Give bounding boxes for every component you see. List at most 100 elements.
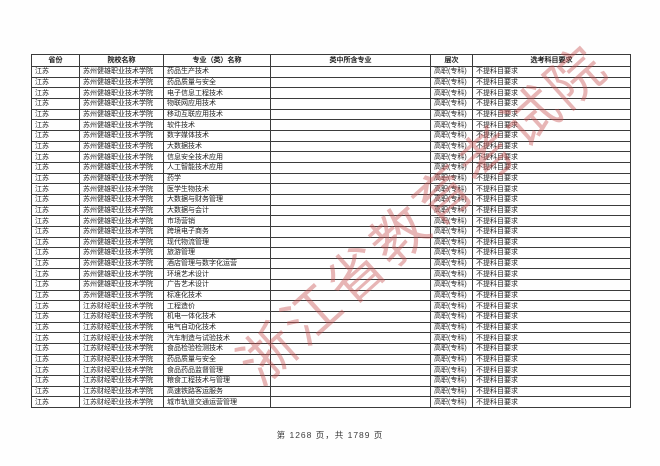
cell-level: 高职(专科)	[430, 172, 473, 185]
cell-province: 江苏	[31, 300, 80, 313]
cell-level: 高职(专科)	[430, 140, 473, 153]
cell-major: 城市轨道交通运营管理	[163, 396, 271, 408]
table-row: 江苏 苏州健雄职业技术学院 现代物流管理 高职(专科) 不提科目要求	[31, 236, 631, 249]
cell-college: 苏州健雄职业技术学院	[79, 119, 164, 131]
cell-province: 江苏	[31, 343, 80, 355]
table-row: 江苏 江苏财经职业技术学院 高速铁路客运服务 高职(专科) 不提科目要求	[31, 385, 631, 398]
cell-subject-requirement: 不提科目要求	[472, 76, 631, 89]
cell-province: 江苏	[31, 183, 80, 195]
cell-major: 食品检验检测技术	[163, 343, 271, 355]
cell-subject-requirement: 不提科目要求	[472, 247, 631, 259]
majors-table: 省份 院校名称 专业（类）名称 类中所含专业 层次 选考科目要求 江苏 苏州健雄职…	[31, 54, 631, 408]
cell-included-majors	[270, 76, 431, 89]
cell-province: 江苏	[31, 129, 80, 142]
cell-province: 江苏	[31, 257, 80, 270]
table-row: 江苏 苏州健雄职业技术学院 广告艺术设计 高职(专科) 不提科目要求	[31, 279, 631, 291]
table-row: 江苏 江苏财经职业技术学院 食品药品监督管理 高职(专科) 不提科目要求	[31, 364, 631, 377]
table-row: 江苏 苏州健雄职业技术学院 大数据技术 高职(专科) 不提科目要求	[31, 140, 631, 153]
cell-province: 江苏	[31, 385, 80, 398]
cell-province: 江苏	[31, 66, 80, 78]
table-body: 江苏 苏州健雄职业技术学院 药品生产技术 高职(专科) 不提科目要求 江苏 苏州健雄职业技术…	[31, 66, 631, 408]
table-row: 江苏 苏州健雄职业技术学院 药品生产技术 高职(专科) 不提科目要求	[31, 66, 631, 78]
cell-college: 苏州健雄职业技术学院	[79, 87, 164, 99]
cell-subject-requirement: 不提科目要求	[472, 66, 631, 78]
cell-subject-requirement: 不提科目要求	[472, 321, 631, 334]
cell-subject-requirement: 不提科目要求	[472, 279, 631, 291]
cell-province: 江苏	[31, 247, 80, 259]
cell-major: 市场营销	[163, 215, 271, 227]
header-level: 层次	[430, 54, 473, 67]
page-number-footer: 第 1268 页，共 1789 页	[276, 430, 384, 440]
cell-college: 江苏财经职业技术学院	[79, 353, 164, 366]
cell-subject-requirement: 不提科目要求	[472, 396, 631, 408]
table-row: 江苏 江苏财经职业技术学院 机电一体化技术 高职(专科) 不提科目要求	[31, 311, 631, 323]
cell-included-majors	[270, 225, 431, 238]
cell-subject-requirement: 不提科目要求	[472, 268, 631, 281]
cell-province: 江苏	[31, 97, 80, 110]
cell-level: 高职(专科)	[430, 385, 473, 398]
table-row: 江苏 苏州健雄职业技术学院 环境艺术设计 高职(专科) 不提科目要求	[31, 268, 631, 281]
cell-subject-requirement: 不提科目要求	[472, 289, 631, 302]
cell-level: 高职(专科)	[430, 225, 473, 238]
cell-college: 苏州健雄职业技术学院	[79, 183, 164, 195]
cell-subject-requirement: 不提科目要求	[472, 385, 631, 398]
cell-included-majors	[270, 300, 431, 313]
cell-province: 江苏	[31, 140, 80, 153]
cell-included-majors	[270, 183, 431, 195]
cell-included-majors	[270, 364, 431, 377]
cell-level: 高职(专科)	[430, 257, 473, 270]
cell-college: 苏州健雄职业技术学院	[79, 76, 164, 89]
cell-major: 大数据与会计	[163, 204, 271, 217]
table-row: 江苏 苏州健雄职业技术学院 酒店管理与数字化运营 高职(专科) 不提科目要求	[31, 257, 631, 270]
cell-college: 江苏财经职业技术学院	[79, 396, 164, 408]
cell-major: 食品药品监督管理	[163, 364, 271, 377]
cell-level: 高职(专科)	[430, 353, 473, 366]
table-row: 江苏 苏州健雄职业技术学院 信息安全技术应用 高职(专科) 不提科目要求	[31, 151, 631, 163]
table-row: 江苏 江苏财经职业技术学院 药品质量与安全 高职(专科) 不提科目要求	[31, 353, 631, 366]
cell-college: 江苏财经职业技术学院	[79, 385, 164, 398]
cell-included-majors	[270, 385, 431, 398]
cell-province: 江苏	[31, 151, 80, 163]
cell-subject-requirement: 不提科目要求	[472, 161, 631, 174]
cell-province: 江苏	[31, 193, 80, 206]
cell-major: 粮食工程技术与管理	[163, 375, 271, 387]
cell-province: 江苏	[31, 76, 80, 89]
cell-college: 苏州健雄职业技术学院	[79, 66, 164, 78]
table-row: 江苏 苏州健雄职业技术学院 跨境电子商务 高职(专科) 不提科目要求	[31, 225, 631, 238]
cell-subject-requirement: 不提科目要求	[472, 204, 631, 217]
cell-subject-requirement: 不提科目要求	[472, 87, 631, 99]
cell-college: 江苏财经职业技术学院	[79, 311, 164, 323]
cell-college: 苏州健雄职业技术学院	[79, 215, 164, 227]
cell-level: 高职(专科)	[430, 396, 473, 408]
cell-college: 苏州健雄职业技术学院	[79, 97, 164, 110]
cell-college: 江苏财经职业技术学院	[79, 321, 164, 334]
cell-level: 高职(专科)	[430, 289, 473, 302]
cell-subject-requirement: 不提科目要求	[472, 332, 631, 345]
cell-subject-requirement: 不提科目要求	[472, 108, 631, 121]
cell-included-majors	[270, 332, 431, 345]
cell-major: 信息安全技术应用	[163, 151, 271, 163]
cell-major: 现代物流管理	[163, 236, 271, 249]
cell-province: 江苏	[31, 332, 80, 345]
table-row: 江苏 苏州健雄职业技术学院 物联网应用技术 高职(专科) 不提科目要求	[31, 97, 631, 110]
cell-province: 江苏	[31, 236, 80, 249]
cell-major: 高速铁路客运服务	[163, 385, 271, 398]
cell-included-majors	[270, 87, 431, 99]
cell-included-majors	[270, 257, 431, 270]
header-college: 院校名称	[79, 54, 164, 67]
cell-subject-requirement: 不提科目要求	[472, 375, 631, 387]
cell-level: 高职(专科)	[430, 97, 473, 110]
cell-included-majors	[270, 161, 431, 174]
cell-subject-requirement: 不提科目要求	[472, 172, 631, 185]
cell-major: 移动互联应用技术	[163, 108, 271, 121]
cell-level: 高职(专科)	[430, 151, 473, 163]
cell-college: 苏州健雄职业技术学院	[79, 268, 164, 281]
table-row: 江苏 苏州健雄职业技术学院 药品质量与安全 高职(专科) 不提科目要求	[31, 76, 631, 89]
cell-major: 药品生产技术	[163, 66, 271, 78]
table-row: 江苏 江苏财经职业技术学院 粮食工程技术与管理 高职(专科) 不提科目要求	[31, 375, 631, 387]
cell-included-majors	[270, 375, 431, 387]
cell-subject-requirement: 不提科目要求	[472, 311, 631, 323]
cell-level: 高职(专科)	[430, 108, 473, 121]
cell-level: 高职(专科)	[430, 183, 473, 195]
